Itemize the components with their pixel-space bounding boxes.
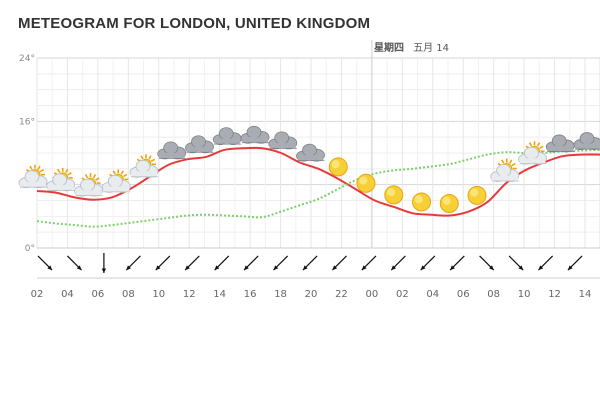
sunny-icon bbox=[356, 173, 376, 193]
wind-arrow-icon bbox=[184, 255, 200, 271]
wind-arrow-icon bbox=[101, 253, 107, 273]
wind-arrow-icon bbox=[243, 255, 259, 271]
wind-arrow-icon bbox=[302, 255, 318, 271]
wind-band bbox=[37, 248, 600, 278]
day-label-weekday: 星期四 bbox=[374, 41, 404, 54]
cloudy-icon bbox=[268, 131, 298, 150]
y-tick-label: 0° bbox=[25, 244, 35, 254]
x-tick-label: 08 bbox=[487, 289, 500, 300]
y-axis: 0°8°16°24° bbox=[19, 54, 35, 254]
x-tick-label: 06 bbox=[92, 289, 105, 300]
plot-area bbox=[36, 146, 600, 228]
x-tick-label: 04 bbox=[426, 289, 439, 300]
wind-arrow-icon bbox=[125, 255, 141, 271]
cloudy-icon bbox=[573, 132, 600, 150]
cloudy-icon bbox=[185, 135, 214, 154]
wind-arrow-icon bbox=[37, 255, 53, 271]
x-tick-label: 14 bbox=[213, 289, 226, 300]
weather-icons bbox=[18, 125, 600, 214]
wind-arrow-icon bbox=[479, 255, 495, 271]
wind-arrow-icon bbox=[273, 255, 289, 271]
partly-sunny-icon bbox=[18, 164, 48, 189]
series-line-1 bbox=[36, 148, 600, 228]
wind-arrow-icon bbox=[155, 255, 171, 271]
cloudy-icon bbox=[296, 143, 325, 162]
partly-sunny-icon bbox=[46, 167, 76, 192]
partly-sunny-icon bbox=[518, 141, 547, 165]
x-tick-label: 02 bbox=[396, 289, 409, 300]
x-axis: 02 04 06 08 10 12 14 16 18 20 22 00 02 04 06 08 10 12 14 bbox=[31, 289, 592, 300]
wind-arrow-icon bbox=[361, 255, 377, 271]
x-tick-label: 14 bbox=[579, 289, 592, 300]
wind-arrow-icon bbox=[214, 255, 230, 271]
x-tick-label: 12 bbox=[548, 289, 561, 300]
x-tick-label: 22 bbox=[335, 289, 348, 300]
partly-sunny-icon bbox=[490, 158, 520, 182]
wind-arrow-icon bbox=[538, 255, 554, 271]
cloudy-icon bbox=[240, 125, 270, 144]
x-tick-label: 10 bbox=[518, 289, 531, 300]
x-tick-label: 12 bbox=[183, 289, 196, 300]
series-line-0 bbox=[36, 146, 600, 217]
wind-arrow-icon bbox=[390, 255, 406, 271]
cloudy-icon bbox=[545, 134, 575, 153]
chart-title: METEOGRAM FOR LONDON, UNITED KINGDOM bbox=[18, 15, 370, 32]
wind-arrow-icon bbox=[66, 255, 82, 271]
x-tick-label: 00 bbox=[366, 289, 379, 300]
wind-arrow-icon bbox=[567, 255, 583, 271]
partly-sunny-icon bbox=[129, 154, 159, 178]
cloudy-icon bbox=[212, 127, 242, 146]
x-tick-label: 04 bbox=[61, 289, 74, 300]
wind-arrow-icon bbox=[420, 255, 436, 271]
day-label: 星期四 五月 14 bbox=[374, 36, 449, 55]
y-tick-label: 24° bbox=[19, 54, 35, 64]
cloudy-icon bbox=[157, 141, 187, 160]
x-tick-label: 06 bbox=[457, 289, 470, 300]
x-tick-label: 16 bbox=[244, 289, 257, 300]
wind-arrow-icon bbox=[331, 255, 347, 271]
x-tick-label: 10 bbox=[152, 289, 165, 300]
wind-arrow-icon bbox=[449, 255, 465, 271]
partly-sunny-icon bbox=[74, 173, 103, 197]
sunny-icon bbox=[328, 157, 348, 177]
sunny-icon bbox=[467, 185, 487, 205]
sunny-icon bbox=[412, 192, 431, 212]
x-tick-label: 08 bbox=[122, 289, 135, 300]
x-tick-label: 20 bbox=[305, 289, 318, 300]
y-tick-label: 16° bbox=[19, 117, 35, 127]
sunny-icon bbox=[384, 185, 404, 205]
partly-sunny-icon bbox=[101, 169, 131, 193]
x-tick-label: 02 bbox=[31, 289, 44, 300]
sunny-icon bbox=[439, 194, 459, 214]
wind-arrow-icon bbox=[508, 255, 524, 271]
day-label-date: 五月 14 bbox=[413, 42, 449, 54]
wind-arrows bbox=[37, 253, 583, 273]
x-tick-label: 18 bbox=[274, 289, 287, 300]
